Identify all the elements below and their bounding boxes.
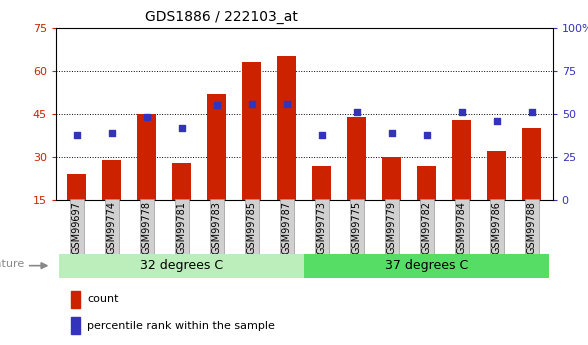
Bar [102, 160, 122, 243]
Point [492, 118, 502, 124]
Bar [59, 254, 305, 278]
Text: 32 degrees C: 32 degrees C [141, 259, 223, 272]
Text: GSM99784: GSM99784 [457, 201, 467, 254]
Bar [487, 151, 506, 243]
Bar [71, 290, 80, 308]
Point [212, 102, 222, 108]
Text: GSM99775: GSM99775 [352, 201, 362, 254]
Point [422, 132, 432, 137]
Text: GSM99783: GSM99783 [212, 201, 222, 254]
Text: GSM99786: GSM99786 [492, 201, 502, 254]
Bar [382, 157, 402, 243]
Point [177, 125, 186, 130]
Bar [207, 94, 226, 243]
Point [317, 132, 326, 137]
Point [107, 130, 116, 136]
Bar [242, 62, 262, 243]
Text: GSM99778: GSM99778 [142, 201, 152, 254]
Point [527, 109, 536, 115]
Bar [452, 120, 472, 243]
Text: 37 degrees C: 37 degrees C [385, 259, 469, 272]
Bar [137, 114, 156, 243]
Text: GDS1886 / 222103_at: GDS1886 / 222103_at [145, 10, 298, 24]
Text: GSM99774: GSM99774 [107, 201, 117, 254]
Bar [71, 317, 80, 334]
Bar [172, 163, 192, 243]
Text: count: count [87, 294, 119, 304]
Text: GSM99697: GSM99697 [72, 201, 82, 254]
Point [352, 109, 362, 115]
Text: GSM99788: GSM99788 [527, 201, 537, 254]
Point [142, 115, 152, 120]
Bar [347, 117, 366, 243]
Text: percentile rank within the sample: percentile rank within the sample [87, 321, 275, 331]
Bar [417, 166, 436, 243]
Point [247, 101, 256, 106]
Text: GSM99779: GSM99779 [387, 201, 397, 254]
Bar [522, 128, 542, 243]
Text: GSM99782: GSM99782 [422, 201, 432, 254]
Text: GSM99781: GSM99781 [177, 201, 187, 254]
Point [282, 101, 292, 106]
Bar [312, 166, 332, 243]
Text: GSM99785: GSM99785 [247, 201, 257, 254]
Point [72, 132, 82, 137]
Text: GSM99773: GSM99773 [317, 201, 327, 254]
Text: temperature: temperature [0, 259, 25, 269]
Bar [305, 254, 549, 278]
Bar [277, 56, 296, 243]
Bar [67, 174, 86, 243]
Text: GSM99787: GSM99787 [282, 201, 292, 254]
Point [457, 109, 466, 115]
Point [387, 130, 396, 136]
